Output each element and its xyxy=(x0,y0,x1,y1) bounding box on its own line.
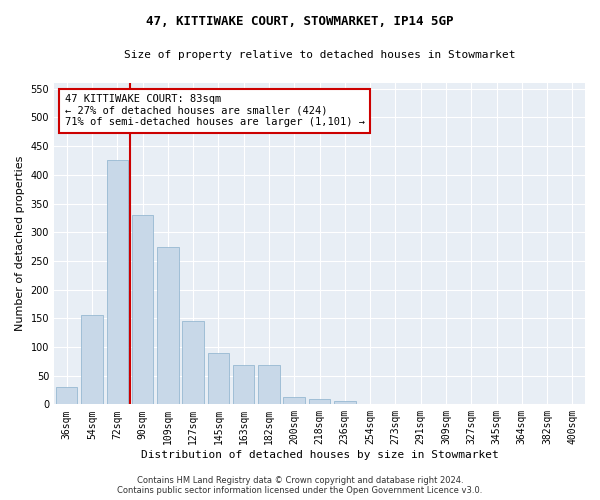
Bar xyxy=(283,398,305,404)
Text: 47, KITTIWAKE COURT, STOWMARKET, IP14 5GP: 47, KITTIWAKE COURT, STOWMARKET, IP14 5G… xyxy=(146,15,454,28)
Bar xyxy=(334,402,356,404)
Y-axis label: Number of detached properties: Number of detached properties xyxy=(15,156,25,332)
Text: Contains HM Land Registry data © Crown copyright and database right 2024.
Contai: Contains HM Land Registry data © Crown c… xyxy=(118,476,482,495)
Bar xyxy=(132,215,153,404)
Bar xyxy=(107,160,128,404)
Bar xyxy=(56,387,77,404)
Text: 47 KITTIWAKE COURT: 83sqm
← 27% of detached houses are smaller (424)
71% of semi: 47 KITTIWAKE COURT: 83sqm ← 27% of detac… xyxy=(65,94,365,128)
Bar xyxy=(182,321,204,404)
Bar xyxy=(258,366,280,405)
Title: Size of property relative to detached houses in Stowmarket: Size of property relative to detached ho… xyxy=(124,50,515,60)
Bar xyxy=(81,316,103,404)
Bar xyxy=(157,246,179,404)
X-axis label: Distribution of detached houses by size in Stowmarket: Distribution of detached houses by size … xyxy=(140,450,499,460)
Bar xyxy=(309,398,330,404)
Bar xyxy=(233,366,254,405)
Bar xyxy=(208,352,229,405)
